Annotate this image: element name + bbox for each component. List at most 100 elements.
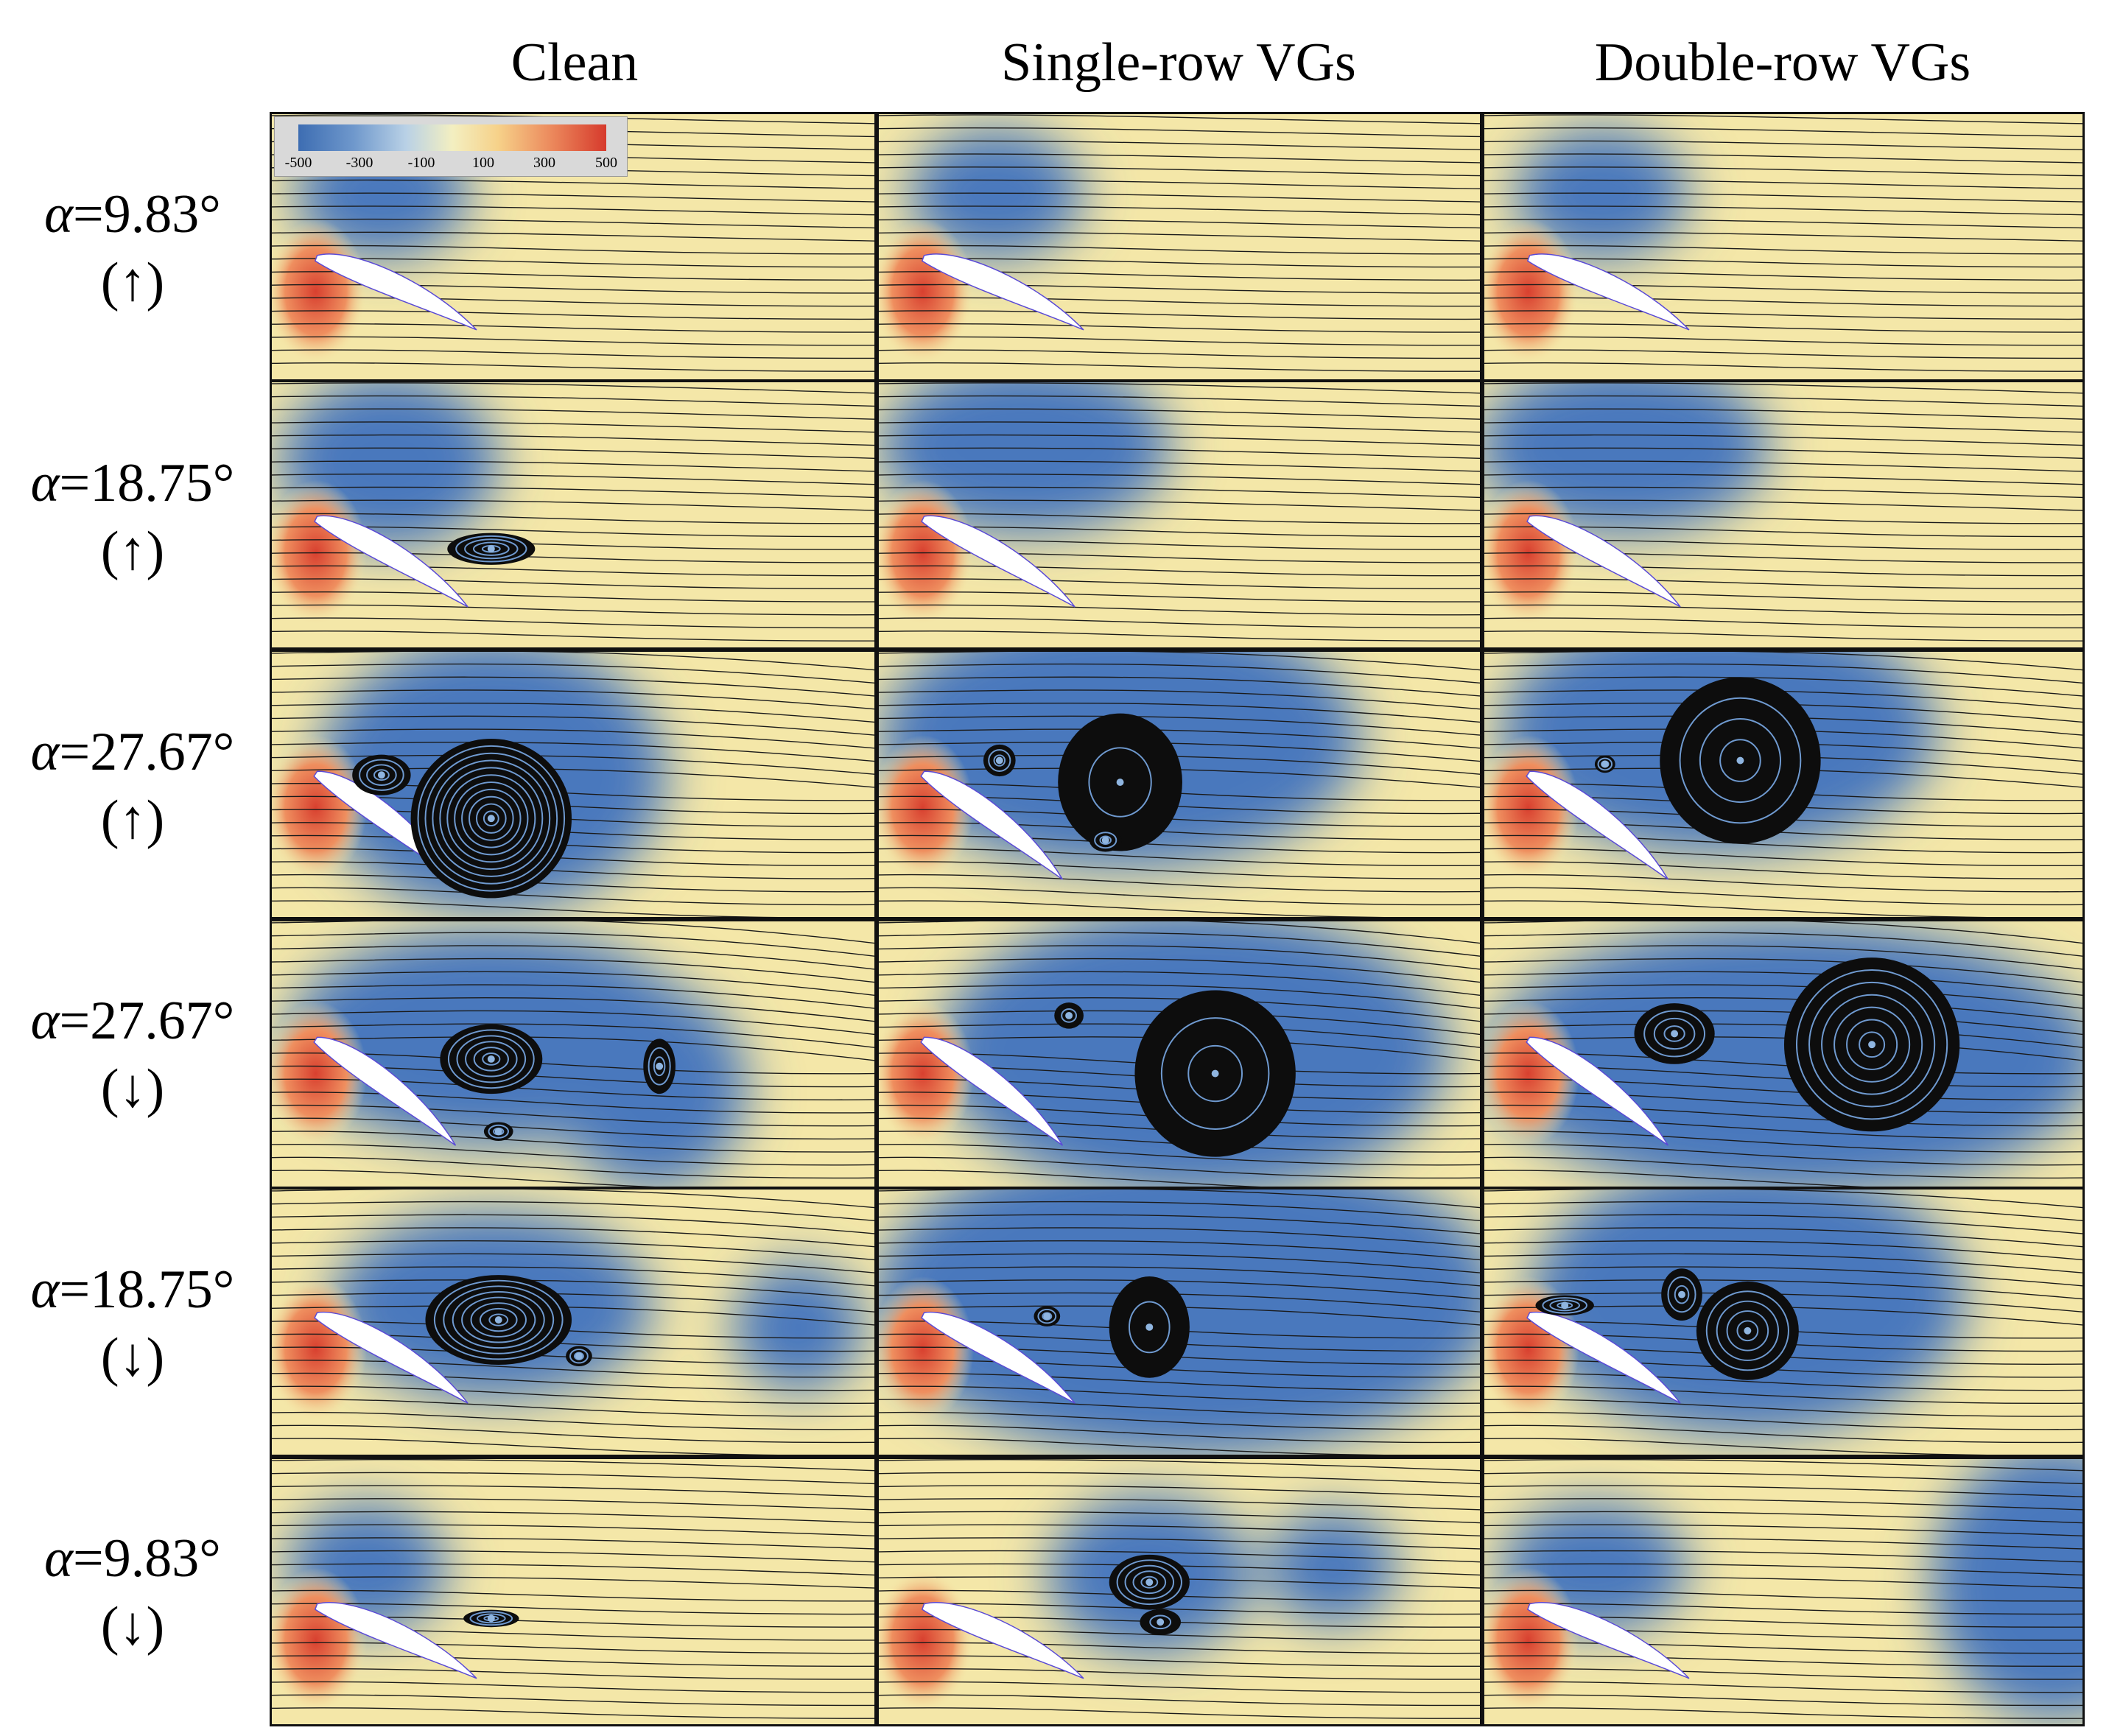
streamline bbox=[272, 1078, 874, 1100]
streamline bbox=[1484, 861, 2082, 879]
streamline bbox=[879, 127, 1480, 138]
streamline bbox=[879, 1117, 1480, 1140]
streamline bbox=[272, 1399, 874, 1417]
streamline bbox=[879, 861, 1480, 879]
flow-panel-r4-c1 bbox=[270, 919, 877, 1189]
vortex bbox=[1034, 1306, 1061, 1326]
streamline bbox=[879, 231, 1480, 242]
streamline bbox=[1484, 166, 2082, 177]
airfoil-shape bbox=[1526, 515, 1681, 608]
streamline bbox=[272, 1227, 874, 1248]
streamline bbox=[879, 1498, 1480, 1511]
streamline bbox=[272, 1240, 874, 1261]
streamline bbox=[1484, 1550, 2082, 1563]
streamline bbox=[272, 1459, 874, 1472]
low-pressure-region bbox=[1930, 1459, 2082, 1721]
streamline bbox=[1484, 408, 2082, 420]
streamline bbox=[879, 513, 1480, 524]
stagnation-region bbox=[1484, 1001, 1580, 1146]
row-label-4: α=27.67° (↓) bbox=[0, 987, 265, 1122]
low-pressure-region bbox=[1513, 128, 1689, 259]
streamline bbox=[879, 1424, 1480, 1444]
airfoil-shape bbox=[921, 253, 1084, 331]
streamline bbox=[272, 473, 874, 485]
streamline bbox=[1484, 1438, 1988, 1455]
streamline bbox=[1484, 1385, 2082, 1405]
streamline bbox=[272, 1092, 874, 1114]
streamline bbox=[272, 1279, 874, 1300]
flow-panel-r5-c2 bbox=[877, 1187, 1482, 1457]
streamline bbox=[272, 1642, 874, 1654]
streamline bbox=[1484, 945, 2082, 970]
streamline bbox=[879, 284, 1480, 294]
streamline bbox=[1484, 1576, 2082, 1589]
streamline bbox=[272, 231, 874, 242]
streamline bbox=[272, 1498, 874, 1511]
streamline bbox=[272, 689, 874, 710]
streamline bbox=[879, 1143, 1480, 1166]
streamline bbox=[272, 1524, 874, 1536]
alpha-value: =27.67° bbox=[59, 722, 235, 782]
streamline bbox=[1484, 957, 2082, 983]
streamline bbox=[879, 1642, 1480, 1654]
airfoil-shape bbox=[921, 515, 1075, 608]
streamline bbox=[1484, 231, 2082, 242]
streamline bbox=[272, 578, 874, 590]
row-label-5: α=18.75° (↓) bbox=[0, 1256, 265, 1391]
streamline bbox=[272, 652, 874, 671]
direction-arrow: (↑) bbox=[100, 252, 165, 312]
alpha-symbol: α bbox=[30, 453, 60, 513]
streamline bbox=[1484, 617, 2082, 629]
streamline bbox=[1484, 421, 2082, 433]
streamline bbox=[1484, 245, 2082, 255]
streamline bbox=[879, 1655, 1480, 1668]
streamline bbox=[1484, 1201, 2082, 1221]
streamline bbox=[272, 702, 874, 723]
airfoil-shape bbox=[921, 1602, 1084, 1679]
streamline bbox=[879, 617, 1480, 629]
column-title-single-row-vgs: Single-row VGs bbox=[1001, 32, 1356, 93]
streamline bbox=[879, 921, 1480, 944]
streamline bbox=[879, 1156, 1480, 1179]
streamline bbox=[1484, 1170, 1864, 1187]
streamline bbox=[1484, 1399, 2082, 1417]
streamline bbox=[272, 1668, 874, 1680]
streamline bbox=[272, 715, 874, 736]
streamline bbox=[879, 1411, 1480, 1430]
streamline bbox=[272, 1411, 874, 1430]
streamline bbox=[879, 1023, 1480, 1048]
streamline bbox=[272, 284, 874, 294]
vortex bbox=[643, 1039, 675, 1094]
streamline bbox=[879, 652, 1480, 671]
streamline bbox=[1484, 552, 2082, 563]
streamline bbox=[1484, 1227, 2082, 1248]
row-label-6: α=9.83° (↓) bbox=[0, 1525, 265, 1660]
streamline bbox=[879, 663, 1480, 683]
streamline bbox=[1484, 205, 2082, 216]
streamline bbox=[272, 1117, 874, 1140]
streamline bbox=[272, 297, 874, 307]
streamline bbox=[1484, 1655, 2082, 1668]
streamline bbox=[879, 1010, 1480, 1036]
streamlines bbox=[1484, 652, 2082, 917]
streamline bbox=[879, 1524, 1480, 1536]
streamline bbox=[1484, 362, 2082, 372]
column-title-double-row-vgs: Double-row VGs bbox=[1594, 32, 1971, 93]
streamline bbox=[272, 1603, 874, 1615]
vortex bbox=[410, 739, 572, 899]
streamline bbox=[879, 1385, 1480, 1405]
stagnation-region bbox=[1484, 735, 1580, 880]
streamline bbox=[1484, 1681, 2082, 1693]
flow-panel-r1-c2 bbox=[877, 112, 1482, 382]
streamline bbox=[1484, 1010, 2082, 1036]
streamline bbox=[272, 1576, 874, 1589]
streamline bbox=[879, 1550, 1480, 1563]
vortex bbox=[1109, 1554, 1190, 1610]
streamline bbox=[272, 728, 874, 749]
streamline bbox=[272, 676, 874, 697]
streamline bbox=[879, 166, 1480, 177]
vortex bbox=[566, 1346, 592, 1366]
streamline bbox=[272, 349, 874, 359]
streamline bbox=[1484, 434, 2082, 446]
streamline bbox=[1484, 1253, 2082, 1273]
